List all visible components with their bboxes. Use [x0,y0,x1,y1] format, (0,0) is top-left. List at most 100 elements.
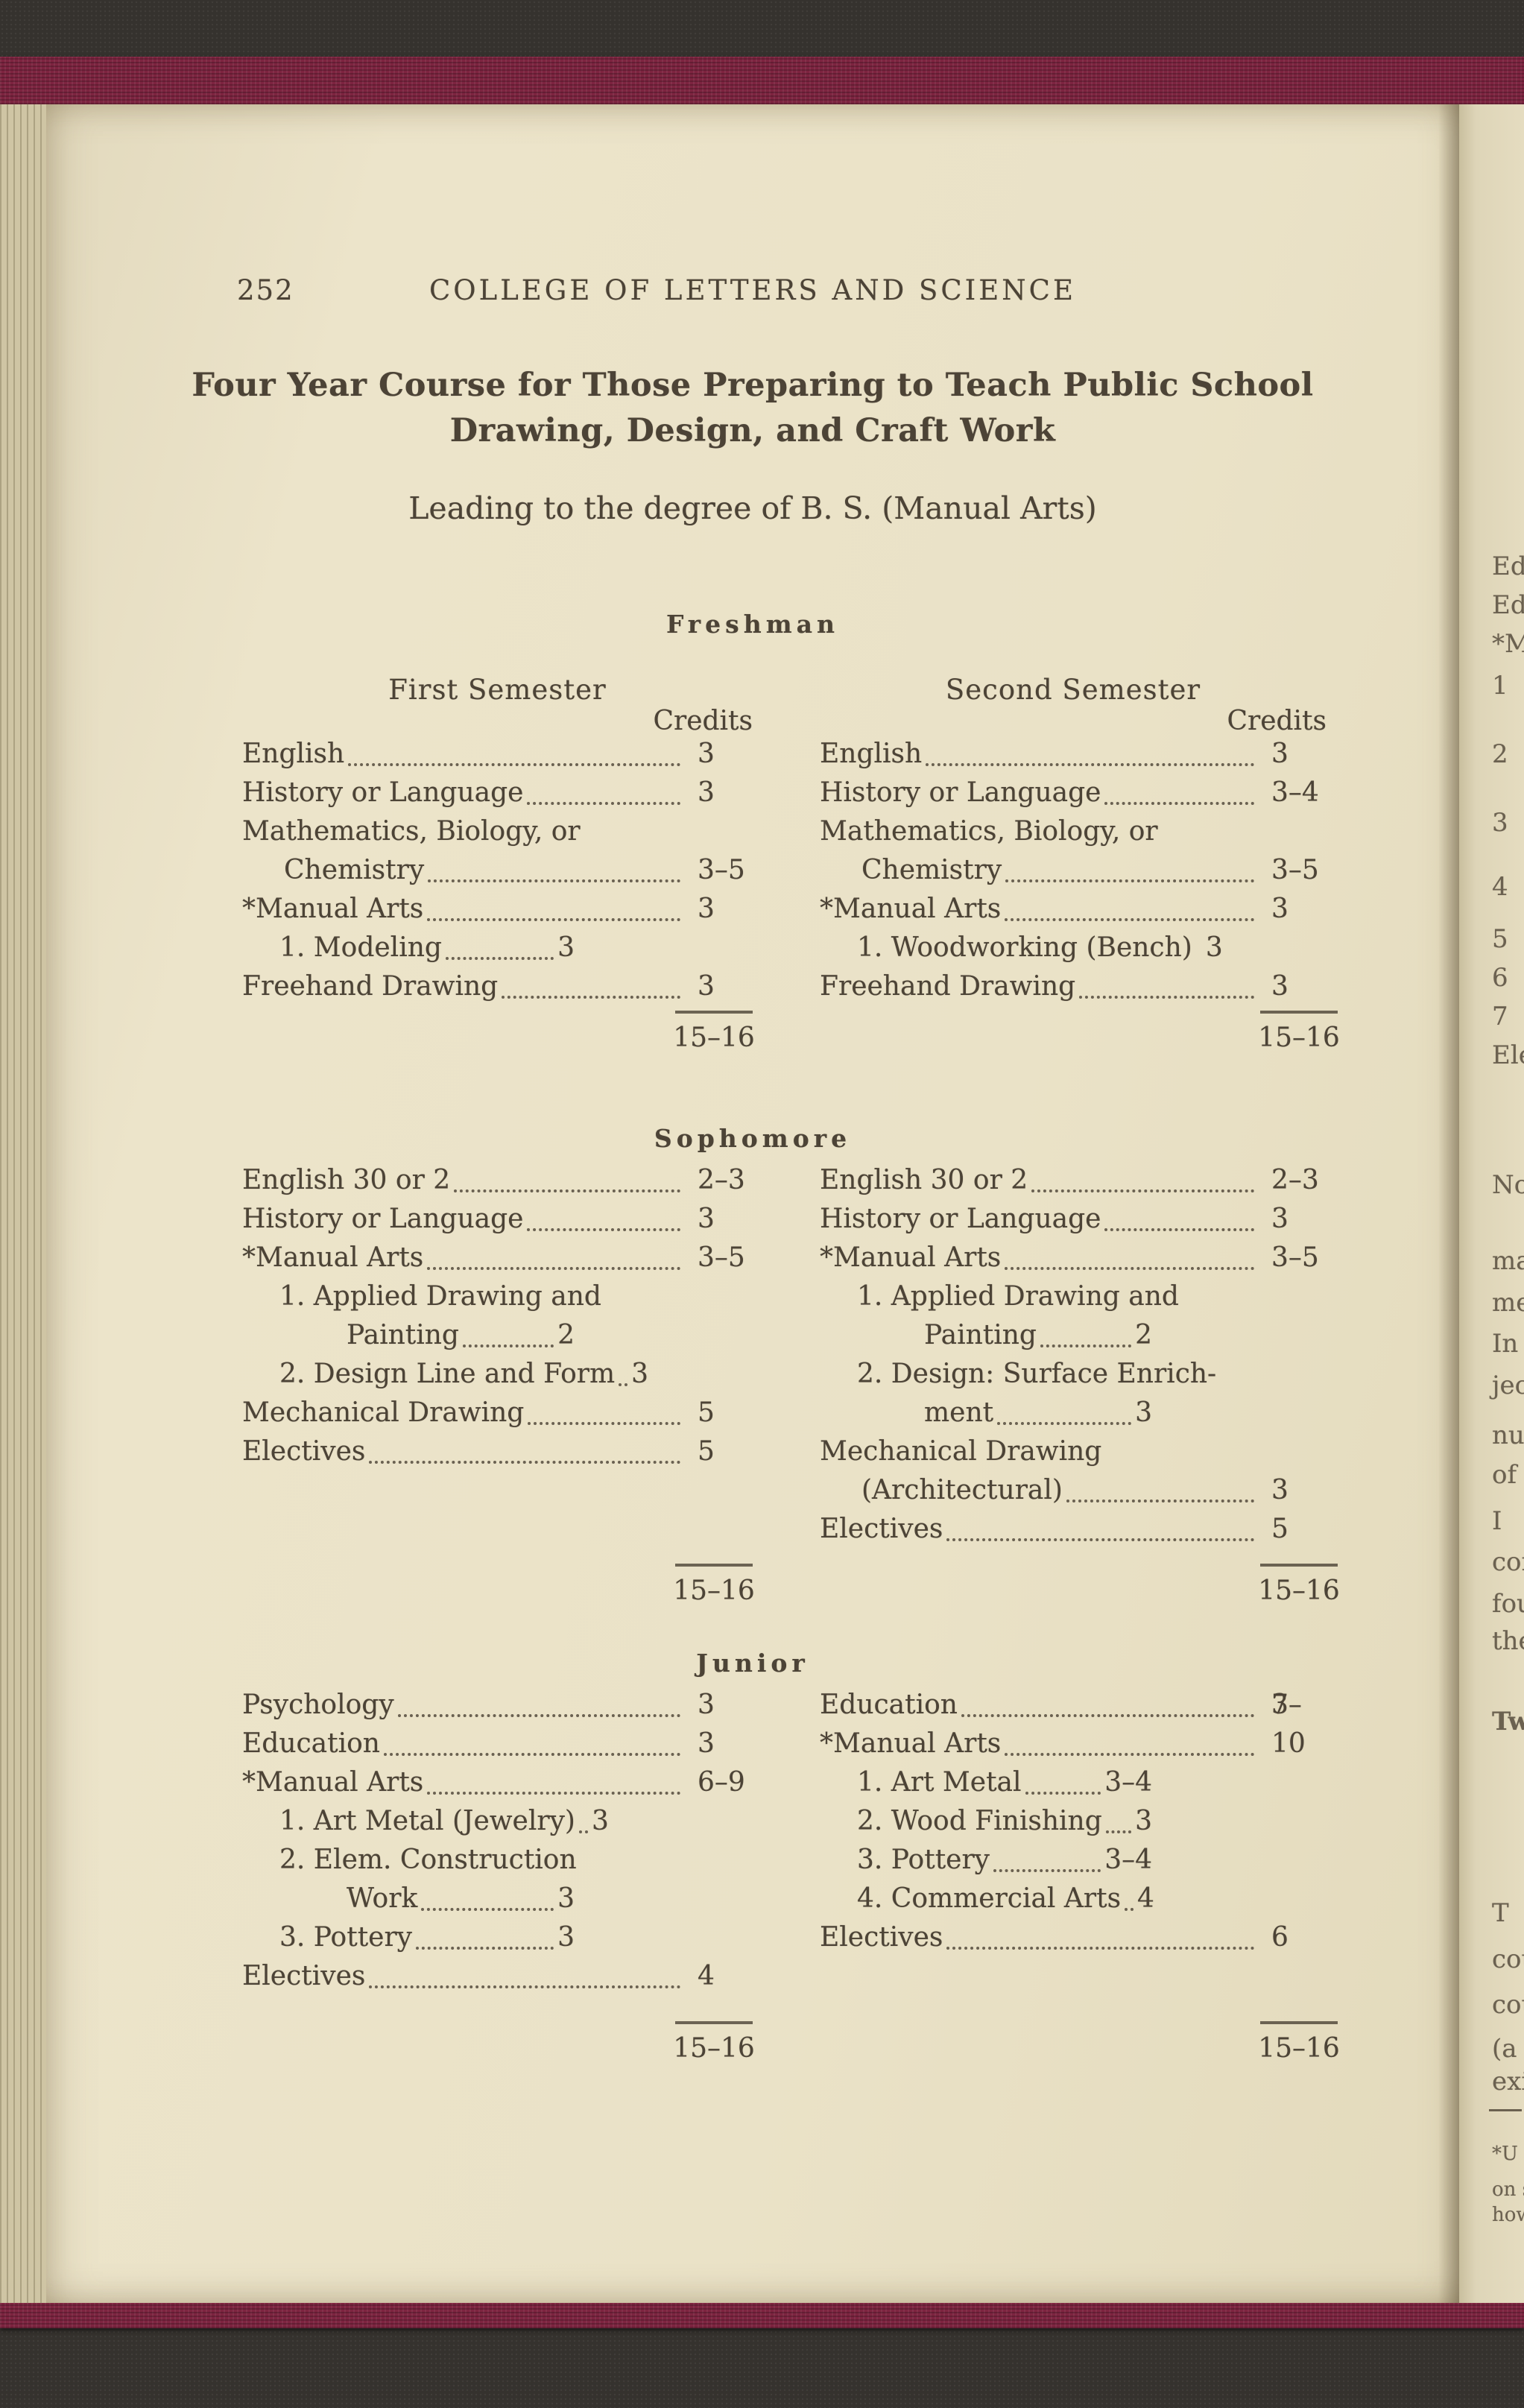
next-page-text-fragment: (a [1492,2034,1517,2064]
course-label: Freehand Drawing [242,971,499,1002]
course-label: Education [242,1728,380,1759]
dotted-leader [397,1714,680,1717]
dotted-leader [427,1792,680,1795]
course-label: Electives [242,1436,366,1467]
course-row: *Manual Arts 3–5 [242,1239,753,1277]
course-credit: 4 [1137,1883,1154,1914]
course-row: *Manual Arts 3 [242,890,753,929]
course-credit: 5 [1271,1514,1289,1544]
next-page-text-fragment: Ed [1492,590,1524,620]
course-row: History or Language 3–4 [820,774,1327,812]
next-page-text-fragment: the [1492,1626,1524,1656]
section-heading-junior: Junior [696,1649,809,1678]
dotted-leader [1005,879,1254,882]
dotted-leader [528,1422,680,1425]
book-cover-edge-top [0,57,1524,104]
course-credit: 3–5 [698,855,745,885]
course-row: English 3 [242,735,753,774]
course-label: Painting [924,1320,1037,1350]
course-label: 1. Art Metal (Jewelry) [279,1806,575,1836]
next-page-text-fragment: cou [1492,1944,1524,1974]
course-label: Freehand Drawing [820,971,1076,1002]
dotted-leader [1104,1228,1254,1231]
course-label: 2. Wood Finishing [857,1806,1102,1836]
course-credit: 3–4 [1104,1845,1152,1875]
course-label: Mechanical Drawing [242,1397,525,1428]
total-rule [1260,2021,1338,2024]
dotted-leader [946,1538,1254,1541]
next-page-text-fragment: on s [1492,2178,1524,2201]
book-page [46,104,1459,2303]
course-credit: 3 [1271,739,1289,769]
page-subtitle: Leading to the degree of B. S. (Manual A… [408,490,1097,526]
course-label: Mechanical Drawing [820,1436,1102,1467]
dotted-leader [383,1753,680,1756]
next-page-sliver: Ed Ed *M 1 2 3 4 5 6 7 Ele Not ma me In ject nur of t Icon… [1459,104,1524,2303]
dotted-leader [1040,1344,1132,1347]
dotted-leader [1105,1830,1132,1833]
semester-header: First Semester [388,674,607,706]
course-credit: 3–4 [1271,777,1319,808]
next-page-text-fragment: 6 [1492,963,1508,993]
course-label: 3. Pottery [279,1922,413,1953]
next-page-text-fragment: Ele [1492,1040,1524,1070]
course-label: 1. Art Metal [857,1767,1022,1798]
next-page-text-fragment: 1 [1492,671,1508,701]
dotted-leader [416,1947,554,1950]
next-page-text-fragment: Tw [1492,1707,1524,1737]
next-page-text-fragment: of t [1492,1460,1524,1490]
dotted-leader [454,1189,680,1192]
section-heading-sophomore: Sophomore [654,1124,852,1153]
semester-header: Second Semester [945,674,1201,706]
dotted-leader [926,763,1254,766]
dotted-leader [427,1267,680,1270]
course-credit: 3 [1205,932,1223,963]
course-row: Chemistry 3–5 [820,851,1327,890]
dotted-leader [1005,1267,1254,1270]
course-credit: 6 [1271,1922,1289,1953]
course-credit: 3–5 [1271,855,1319,885]
course-row: (Architectural) 3 [820,1471,1327,1510]
next-page-text-fragment: 5 [1492,924,1508,954]
course-label: ment [924,1397,994,1428]
semester-column-left: English 30 or 2 2–3 History or Language 3 *M… [242,1161,753,1471]
next-page-text-fragment: con [1492,1547,1524,1577]
semester-total: 15–16 [665,1564,762,1606]
course-label: English [242,739,345,769]
next-page-text-fragment: how [1492,2204,1524,2226]
course-label: Education [820,1690,958,1720]
course-row: Mechanical Drawing 5 [242,1394,753,1432]
semester-total: 15–16 [1250,1011,1347,1053]
dotted-leader [527,802,680,805]
course-credit: 3 [698,1728,715,1759]
next-page-text-fragment: *U [1492,2143,1518,2165]
total-rule [1260,1011,1338,1014]
course-row: English 3 [820,735,1327,774]
total-credits: 15–16 [1258,2033,1340,2064]
course-credit: 3 [557,1883,575,1914]
dotted-leader [1079,996,1254,999]
dotted-leader [369,1985,680,1988]
course-label: History or Language [242,1204,524,1234]
course-label: English [820,739,923,769]
course-row: Work 3 [242,1880,575,1918]
course-row: 1. Woodworking (Bench) 3 [820,929,1223,967]
total-credits: 15–16 [1258,1576,1340,1606]
next-page-text-fragment: Ed [1492,552,1524,581]
page-title-line2: Drawing, Design, and Craft Work [449,412,1056,449]
semester-total: 15–16 [1250,2021,1347,2064]
course-row: 1. Modeling 3 [242,929,575,967]
course-credit: 3–5 [1271,1242,1319,1273]
dotted-leader [1005,1753,1254,1756]
course-label: 1. Woodworking (Bench) [857,932,1192,963]
course-label: Electives [820,1922,943,1953]
total-credits: 15–16 [673,1576,755,1606]
course-credit: 3 [591,1806,609,1836]
dotted-leader [462,1344,554,1347]
course-label: History or Language [820,777,1101,808]
dotted-leader [348,763,680,766]
course-credit: 6–9 [698,1767,745,1798]
dotted-leader [961,1714,1254,1717]
course-label: Mathematics, Biology, or [820,816,1158,847]
next-page-text-fragment: T [1492,1898,1509,1928]
